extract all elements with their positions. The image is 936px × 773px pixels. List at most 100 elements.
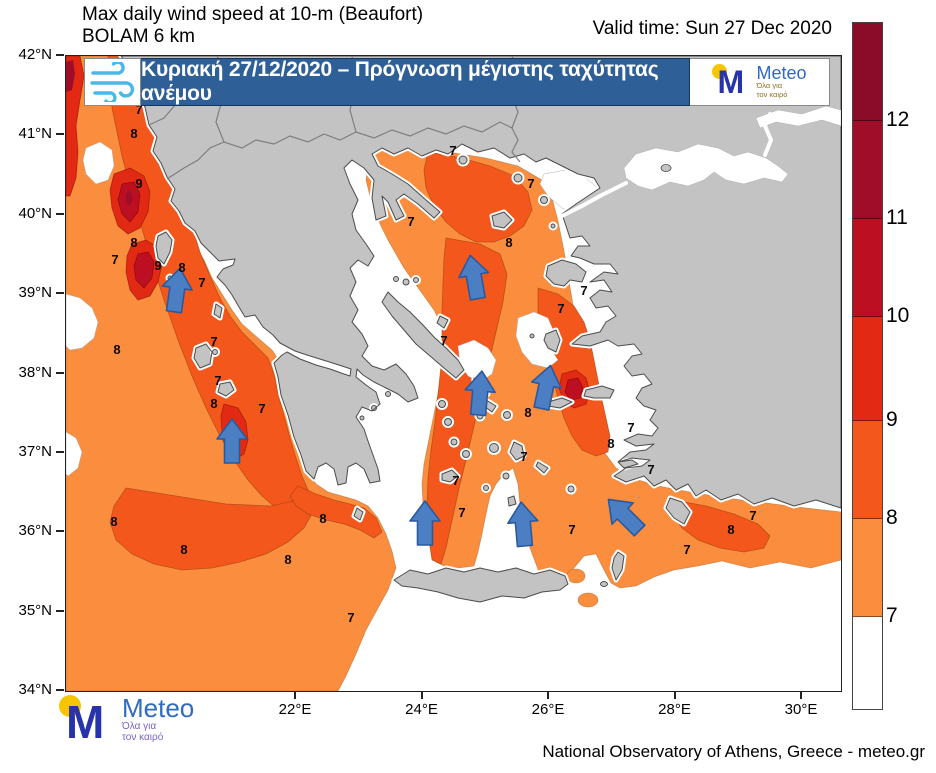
contour-label: 8 xyxy=(505,235,512,250)
latitude-tick xyxy=(56,371,64,374)
meteo-logo-name: Meteo xyxy=(756,63,807,84)
contour-label: 7 xyxy=(111,252,118,267)
contour-label: 9 xyxy=(154,258,161,273)
wind-direction-arrow xyxy=(409,500,441,546)
wind-icon-box xyxy=(84,58,141,106)
marmara-black-sea xyxy=(560,105,841,218)
latitude-label: 36°N xyxy=(18,522,52,540)
colorbar-segment xyxy=(853,421,882,519)
latitude-tick xyxy=(56,133,64,136)
meteo-logo-dot xyxy=(59,695,81,717)
calm-sea-patches xyxy=(66,141,601,477)
colorbar-tick-label: 11 xyxy=(886,206,908,229)
contour-label: 7 xyxy=(683,542,690,557)
banner-meteo-logo: M Meteo Όλα για τον καιρό xyxy=(690,58,830,106)
contour-label: 7 xyxy=(449,143,456,158)
contour-label: 7 xyxy=(347,610,354,625)
contour-label: 7 xyxy=(135,102,142,117)
latitude-label: 37°N xyxy=(18,442,52,460)
colorbar-segment xyxy=(853,519,882,617)
contour-label: 7 xyxy=(557,301,564,316)
contour-label: 8 xyxy=(130,126,137,141)
latitude-label: 38°N xyxy=(18,363,52,381)
latitude-label: 42°N xyxy=(18,46,52,63)
beaufort-colorbar xyxy=(852,22,883,710)
contour-label: 8 xyxy=(178,260,185,275)
meteo-logo-tagline2: τον καιρό xyxy=(122,732,164,743)
banner-title-box: Κυριακή 27/12/2020 – Πρόγνωση μέγιστης τ… xyxy=(141,58,690,106)
contour-label: 8 xyxy=(113,342,120,357)
longitude-label: 26°E xyxy=(531,701,565,718)
meteo-logo-dot xyxy=(712,64,728,79)
contour-label: 8 xyxy=(319,511,326,526)
contour-label: 7 xyxy=(627,420,634,435)
wind-direction-arrow xyxy=(607,498,646,537)
latitude-label: 41°N xyxy=(18,125,52,143)
meteo-logo-m: M xyxy=(66,696,105,748)
map-title: Max daily wind speed at 10-m (Beaufort) B… xyxy=(82,4,423,48)
colorbar-segment xyxy=(853,219,882,317)
colorbar-segment xyxy=(853,121,882,219)
wind-direction-arrow xyxy=(464,370,496,417)
footer-meteo-logo: M Meteo Όλα για τον καιρό xyxy=(58,690,238,748)
wind-direction-arrow xyxy=(161,267,193,314)
contour-label: 7 xyxy=(580,283,587,298)
contour-label: 7 xyxy=(452,473,459,488)
colorbar-segment xyxy=(853,23,882,121)
colorbar-segment xyxy=(853,617,882,709)
attribution-text: National Observatory of Athens, Greece -… xyxy=(542,742,925,761)
contour-label: 9 xyxy=(135,176,142,191)
longitude-tick xyxy=(420,691,423,699)
contour-label: 8 xyxy=(524,405,531,420)
contour-label: 7 xyxy=(214,373,221,388)
title-line1: Max daily wind speed at 10-m (Beaufort) xyxy=(82,4,424,25)
latitude-label: 40°N xyxy=(18,204,52,222)
greek-forecast-banner: Κυριακή 27/12/2020 – Πρόγνωση μέγιστης τ… xyxy=(84,58,830,106)
latitude-label: 39°N xyxy=(18,284,52,302)
contour-label: 7 xyxy=(458,505,465,520)
latitude-tick xyxy=(56,292,64,295)
contour-label: 7 xyxy=(647,462,654,477)
colorbar-tick-label: 8 xyxy=(886,506,898,529)
longitude-label: 24°E xyxy=(405,701,438,718)
longitude-tick xyxy=(673,691,676,699)
meteo-logo-tagline1: Όλα για xyxy=(756,81,783,91)
longitude-label: 28°E xyxy=(658,701,691,718)
contour-label: 7 xyxy=(198,275,205,290)
wind-direction-arrow xyxy=(507,501,539,548)
contour-label: 8 xyxy=(284,552,291,567)
latitude-tick xyxy=(56,530,64,533)
latitude-tick xyxy=(56,450,64,453)
meteo-logo-tagline1: Όλα για xyxy=(122,720,157,732)
meteo-logo-name: Meteo xyxy=(122,692,195,723)
latitude-tick xyxy=(56,689,64,691)
contour-label: 8 xyxy=(607,436,614,451)
colorbar-tick-label: 10 xyxy=(886,304,910,327)
contour-label: 7 xyxy=(440,333,447,348)
contour-label: 8 xyxy=(210,396,217,411)
longitude-tick xyxy=(547,691,549,699)
latitude-tick xyxy=(56,609,64,612)
longitude-tick xyxy=(294,691,296,699)
valid-time: Valid time: Sun 27 Dec 2020 xyxy=(592,18,832,39)
colorbar-tick-label: 7 xyxy=(886,604,898,627)
contour-label: 8 xyxy=(130,235,137,250)
latitude-tick xyxy=(56,54,64,56)
contour-label: 7 xyxy=(210,334,217,349)
contour-label: 7 xyxy=(258,401,265,416)
contour-label: 8 xyxy=(180,542,187,557)
latitude-tick xyxy=(56,212,64,215)
colorbar-segment xyxy=(853,317,882,421)
wind-icon xyxy=(89,62,134,102)
banner-title: Κυριακή 27/12/2020 – Πρόγνωση μέγιστης τ… xyxy=(141,58,659,105)
contour-label: 7 xyxy=(407,214,414,229)
contour-label: 8 xyxy=(727,522,734,537)
contour-label: 7 xyxy=(520,449,527,464)
latitude-label: 34°N xyxy=(18,681,52,698)
colorbar-tick-label: 9 xyxy=(886,408,898,431)
meteo-logo-tagline2: τον καιρό xyxy=(756,90,788,99)
contour-label: 7 xyxy=(568,522,575,537)
